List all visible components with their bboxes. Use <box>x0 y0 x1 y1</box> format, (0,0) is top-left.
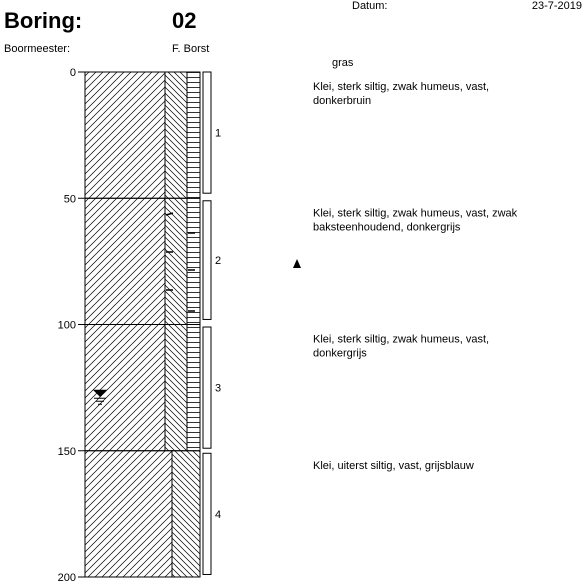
sample-label: 1 <box>215 128 221 140</box>
surface-label: gras <box>332 57 354 69</box>
depth-tick-label: 200 <box>58 572 76 584</box>
layer-silt <box>164 71 188 199</box>
depth-tick-label: 150 <box>58 446 76 458</box>
driller: F. Borst <box>172 43 209 55</box>
layer-description: donkergrijs <box>313 348 367 360</box>
layer-silt <box>164 324 188 452</box>
layer-band <box>186 324 201 452</box>
depth-tick-label: 0 <box>70 67 76 79</box>
sample-label: 3 <box>215 383 221 395</box>
sample-bar <box>202 326 212 449</box>
layer-silt <box>171 450 201 578</box>
layer-description: Klei, sterk siltig, zwak humeus, vast, <box>313 81 489 93</box>
layer-description: Klei, uiterst siltig, vast, grijsblauw <box>313 460 474 472</box>
sample-bar <box>202 71 212 194</box>
date: 23-7-2019 <box>532 0 582 12</box>
layer-description: Klei, sterk siltig, zwak humeus, vast, <box>313 334 489 346</box>
driller-label: Boormeester: <box>4 43 70 55</box>
depth-tick-label: 50 <box>64 193 76 205</box>
layer-clay <box>84 324 166 452</box>
layer-clay <box>84 197 166 325</box>
sample-bar <box>202 200 212 320</box>
sample-label: 4 <box>215 509 221 521</box>
layer-description: baksteenhoudend, donkergrijs <box>313 221 461 233</box>
layer-silt <box>164 197 188 325</box>
layer-description: Klei, sterk siltig, zwak humeus, vast, z… <box>313 207 518 219</box>
title-value: 02 <box>172 8 196 33</box>
groundwater <box>92 389 108 405</box>
layer-band <box>186 197 201 325</box>
layer-description: donkerbruin <box>313 95 371 107</box>
sample-label: 2 <box>215 255 221 267</box>
layer-clay <box>84 71 166 199</box>
date-label: Datum: <box>352 0 387 12</box>
depth-tick-label: 100 <box>58 320 76 332</box>
layer-clay <box>84 450 173 578</box>
sample-bar <box>202 452 212 575</box>
layer-band <box>186 71 201 199</box>
title-label: Boring: <box>4 8 82 33</box>
marker-triangle <box>293 259 301 268</box>
